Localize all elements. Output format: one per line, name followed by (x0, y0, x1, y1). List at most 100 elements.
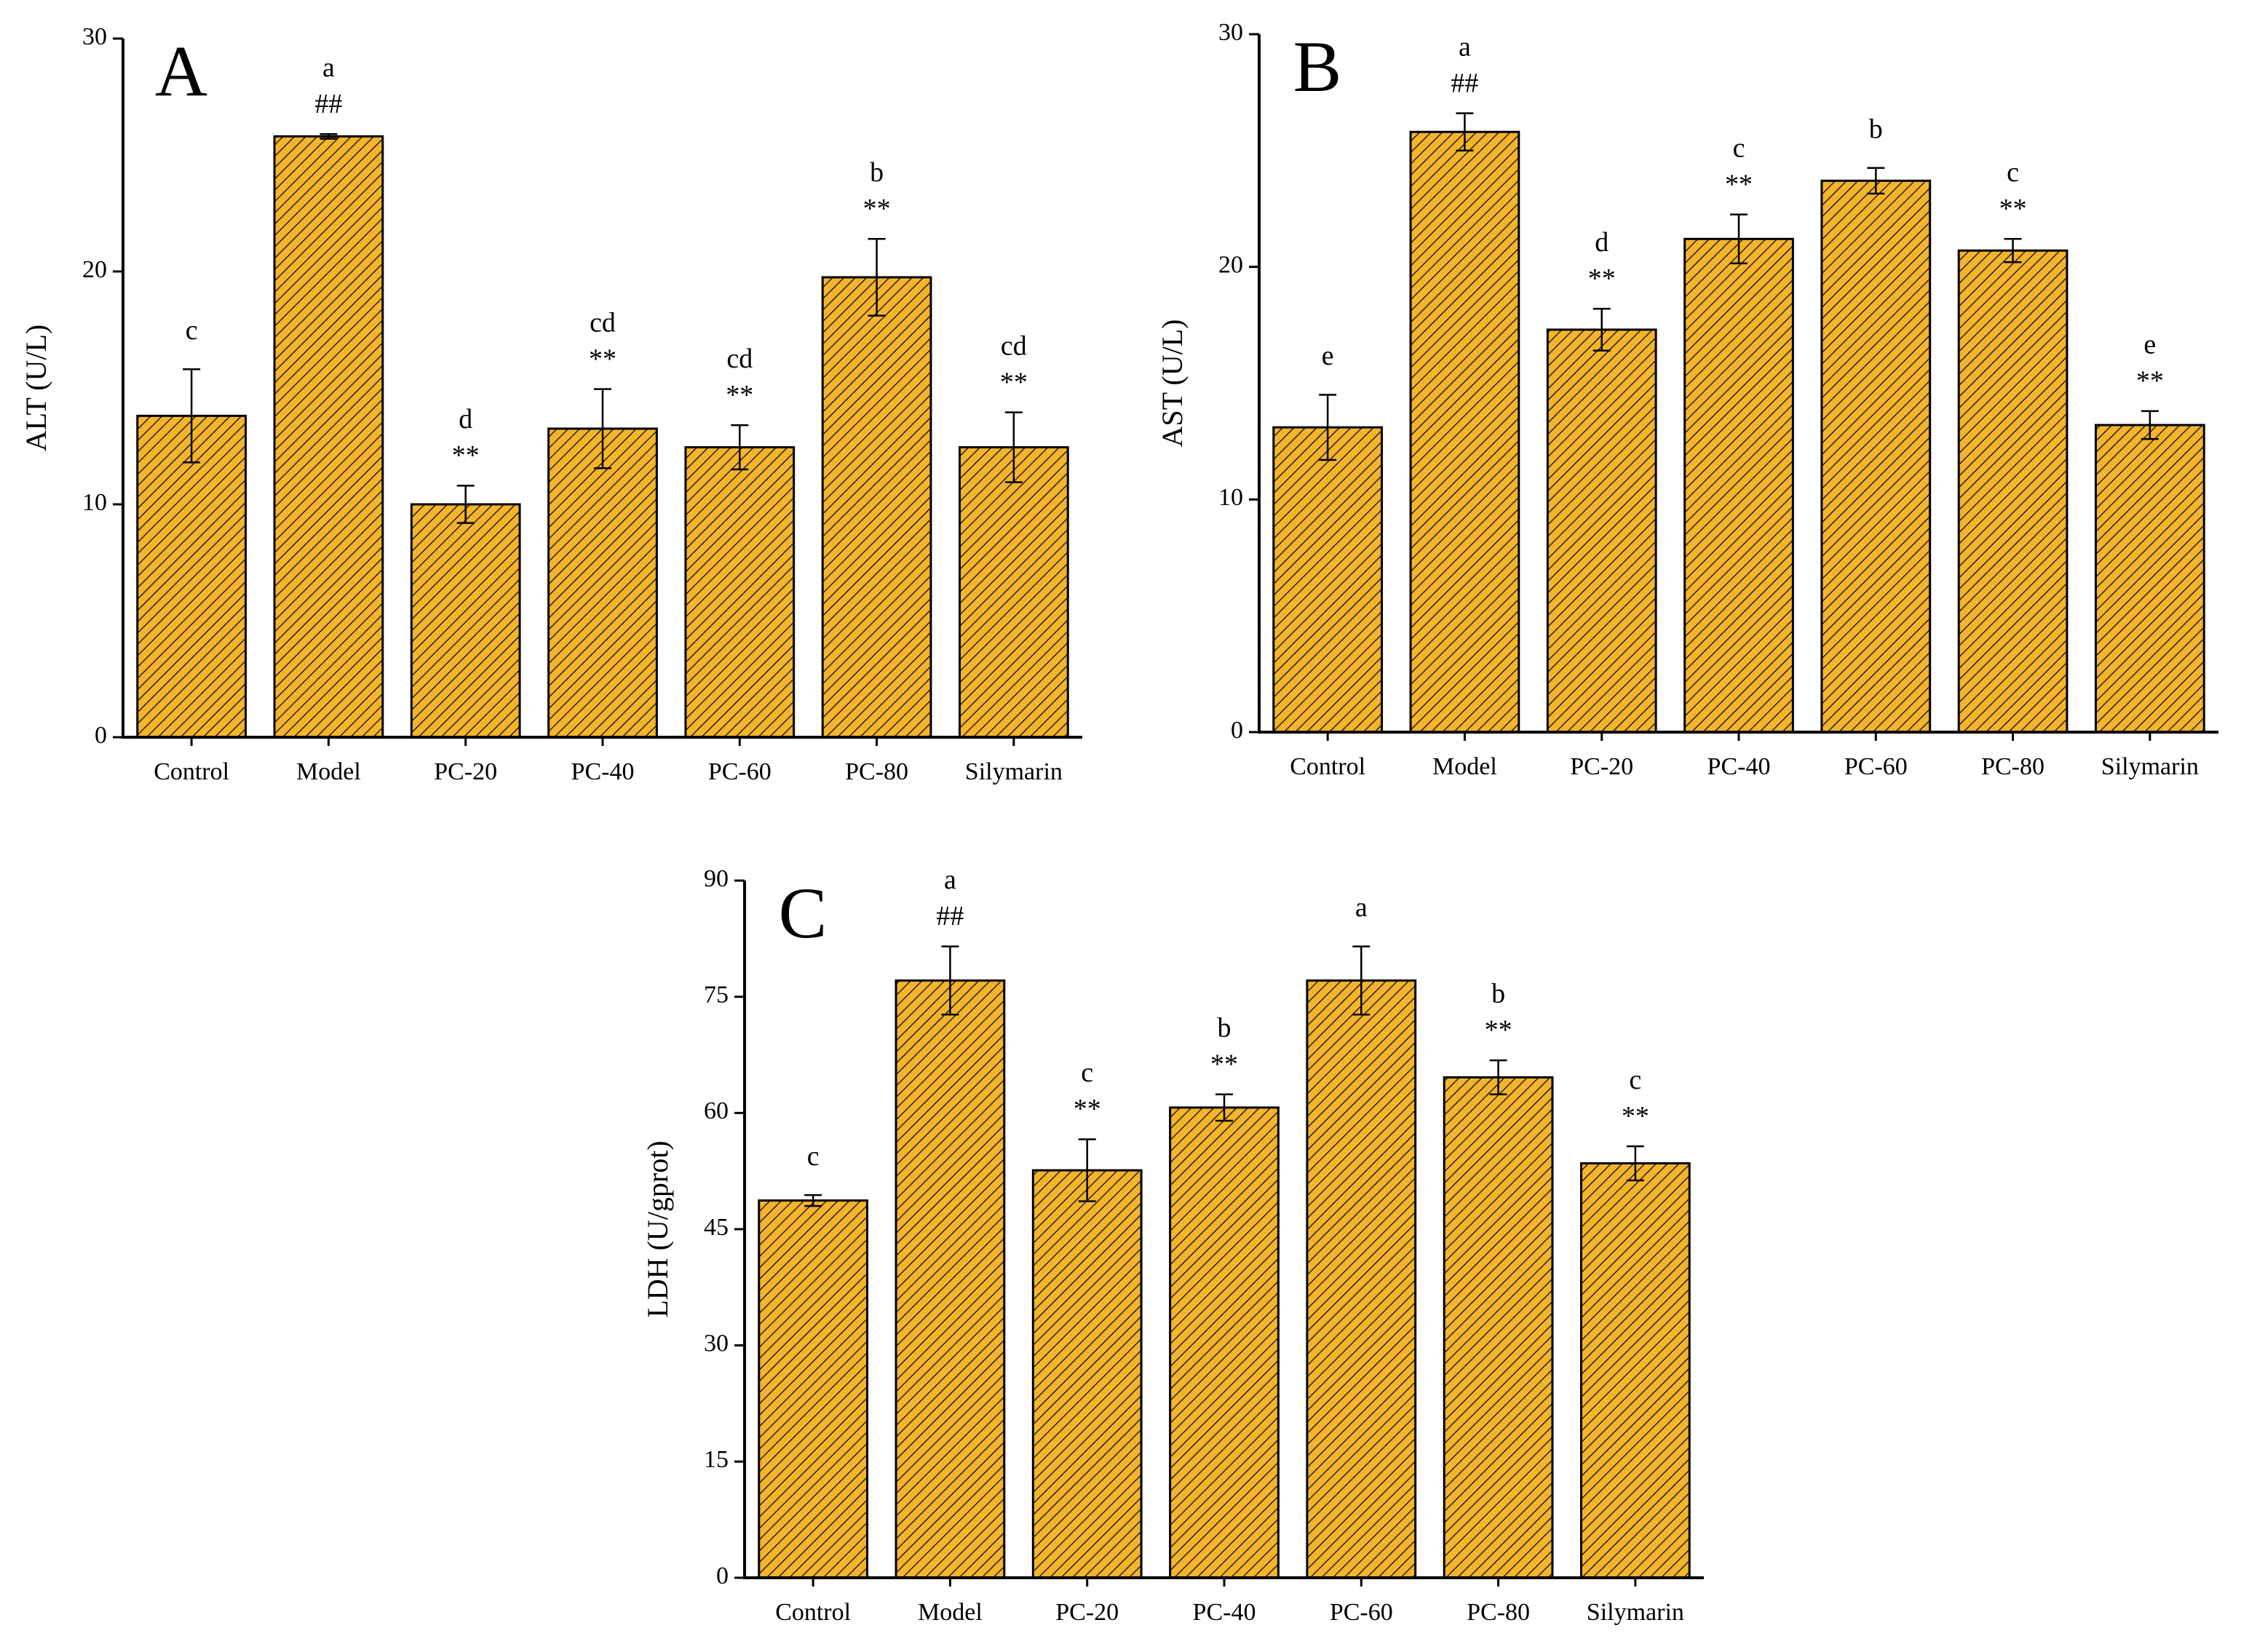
x-tick-label: Silymarin (965, 758, 1063, 785)
bar (2094, 424, 2205, 734)
group-letter: cd (726, 343, 753, 374)
y-tick-label: 0 (716, 1562, 729, 1589)
bar (758, 1199, 869, 1579)
group-letter: c (1733, 132, 1745, 163)
y-tick-label: 15 (704, 1446, 729, 1473)
error-bar (1593, 307, 1611, 352)
bar (273, 135, 384, 739)
error-bar (1004, 411, 1023, 483)
y-tick-label: 20 (82, 256, 107, 283)
group-letter: e (2143, 330, 2156, 360)
x-tick-label: PC-80 (1467, 1599, 1530, 1626)
x-tick-label: PC-60 (708, 758, 772, 785)
significance-mark: ## (314, 89, 342, 119)
panel-label: C (779, 873, 828, 953)
x-tick-label: PC-20 (434, 758, 497, 785)
error-bar (1078, 1138, 1096, 1202)
y-tick-label: 45 (704, 1214, 729, 1241)
bar (1409, 130, 1520, 734)
x-tick-label: Control (1290, 753, 1365, 780)
significance-mark: ** (2136, 366, 2164, 397)
group-letter: c (186, 315, 198, 346)
significance-mark: ** (1210, 1049, 1238, 1080)
bar (136, 414, 247, 739)
x-tick-label: PC-40 (571, 758, 635, 785)
error-bar (2141, 410, 2159, 440)
significance-mark: ** (1725, 169, 1753, 199)
x-tick-label: PC-80 (845, 758, 908, 785)
error-bar (1626, 1145, 1644, 1182)
error-bar (1867, 167, 1885, 195)
x-tick-label: PC-20 (1055, 1599, 1119, 1626)
error-bar (456, 485, 475, 524)
bar (1306, 979, 1417, 1579)
error-bar (731, 424, 749, 471)
x-tick-label: Model (1432, 753, 1497, 780)
group-letter: c (2007, 157, 2019, 188)
x-tick-label: PC-40 (1707, 753, 1771, 780)
x-tick-label: Silymarin (1587, 1599, 1684, 1626)
bar (958, 446, 1069, 739)
group-letter: a (944, 865, 956, 895)
error-bar (941, 945, 959, 1016)
significance-mark: ** (863, 194, 891, 224)
y-tick-label: 90 (704, 865, 729, 892)
bar (684, 446, 796, 739)
error-bar (1456, 112, 1474, 152)
panel-label: B (1293, 26, 1342, 107)
bar (821, 276, 932, 739)
bar (1443, 1076, 1554, 1579)
group-letter: d (1595, 227, 1609, 258)
y-tick-label: 20 (1218, 251, 1243, 278)
error-bar (1730, 213, 1748, 265)
significance-mark: ** (1622, 1101, 1649, 1132)
y-axis-title: AST (U/L) (1156, 319, 1189, 448)
y-tick-label: 0 (1231, 717, 1243, 744)
bar (895, 979, 1006, 1579)
error-bar (320, 132, 338, 140)
significance-mark: ** (1000, 367, 1028, 397)
x-tick-label: PC-20 (1570, 753, 1633, 780)
group-letter: a (1355, 892, 1368, 923)
bar (1579, 1162, 1691, 1579)
group-letter: c (1081, 1057, 1093, 1088)
significance-mark: ** (726, 380, 753, 410)
significance-mark: ** (1588, 263, 1616, 294)
bar (1169, 1106, 1280, 1579)
significance-mark: ** (589, 343, 616, 374)
y-axis-title: ALT (U/L) (20, 325, 52, 451)
bar (1546, 328, 1657, 734)
group-letter: cd (1001, 330, 1027, 361)
error-bar (594, 388, 611, 469)
group-letter: a (1459, 31, 1471, 62)
group-letter: b (1491, 979, 1505, 1009)
x-tick-label: PC-40 (1193, 1599, 1256, 1626)
group-letter: b (1869, 114, 1883, 145)
x-tick-label: Model (296, 758, 361, 785)
group-letter: a (322, 52, 335, 83)
significance-mark: ## (936, 901, 964, 932)
y-axis-title: LDH (U/gprot) (641, 1140, 674, 1317)
bar (1031, 1169, 1143, 1579)
group-letter: b (870, 157, 884, 188)
bar (1820, 179, 1932, 734)
y-tick-label: 30 (82, 23, 107, 50)
y-tick-label: 10 (1218, 484, 1243, 511)
error-bar (183, 368, 201, 464)
y-tick-label: 10 (82, 489, 107, 516)
x-tick-label: PC-80 (1981, 753, 2044, 780)
bar (1272, 426, 1384, 734)
significance-mark: ## (1451, 68, 1478, 98)
error-bar (868, 237, 886, 317)
error-bar (1319, 394, 1337, 461)
panel-label: A (155, 31, 207, 111)
group-letter: cd (590, 307, 616, 338)
y-tick-label: 0 (95, 722, 107, 749)
y-tick-label: 30 (1218, 19, 1243, 46)
bar (1957, 249, 2069, 734)
significance-mark: ** (1999, 194, 2027, 224)
group-letter: d (459, 404, 472, 434)
x-tick-label: PC-60 (1330, 1599, 1393, 1626)
error-bar (1215, 1093, 1233, 1122)
